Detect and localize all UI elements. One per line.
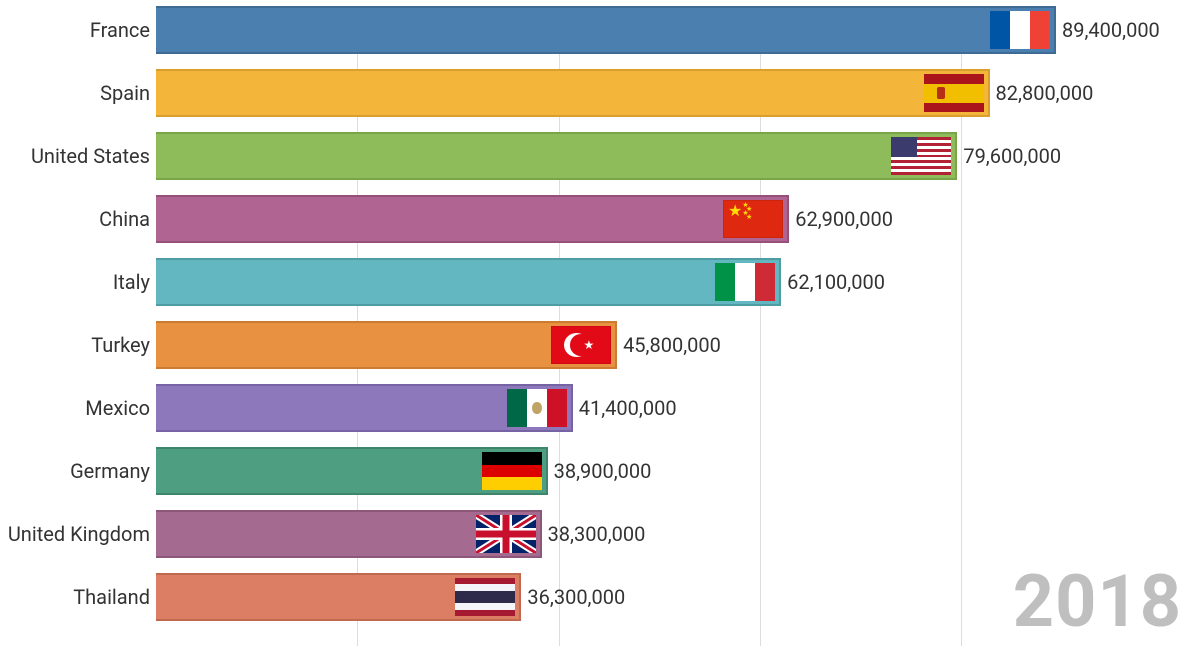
- bar-row: France 89,400,000: [0, 6, 1200, 54]
- spain-flag-icon: [924, 74, 984, 112]
- turkey-flag-icon: ★: [551, 326, 611, 364]
- country-label: China: [0, 207, 150, 231]
- bar-row: Mexico 41,400,000: [0, 384, 1200, 432]
- bar: ★★★★★: [156, 195, 789, 243]
- value-label: 38,300,000: [548, 522, 646, 546]
- bar-row: United States 79,600,000: [0, 132, 1200, 180]
- china-flag-icon: ★★★★★: [723, 200, 783, 238]
- bar: [156, 447, 548, 495]
- country-label: United Kingdom: [0, 522, 150, 546]
- country-label: Spain: [0, 81, 150, 105]
- country-label: France: [0, 18, 150, 42]
- value-label: 62,100,000: [787, 270, 885, 294]
- bar: [156, 384, 573, 432]
- country-label: Turkey: [0, 333, 150, 357]
- country-label: Germany: [0, 459, 150, 483]
- bar: [156, 510, 542, 558]
- bar-row: China ★★★★★ 62,900,000: [0, 195, 1200, 243]
- thailand-flag-icon: [455, 578, 515, 616]
- bar-row: Germany 38,900,000: [0, 447, 1200, 495]
- bar: [156, 573, 521, 621]
- value-label: 89,400,000: [1062, 18, 1160, 42]
- value-label: 62,900,000: [795, 207, 893, 231]
- mexico-flag-icon: [507, 389, 567, 427]
- bar: [156, 6, 1056, 54]
- value-label: 41,400,000: [579, 396, 677, 420]
- bar: [156, 258, 781, 306]
- italy-flag-icon: [715, 263, 775, 301]
- bar: ★: [156, 321, 617, 369]
- value-label: 82,800,000: [996, 81, 1094, 105]
- usa-flag-icon: [891, 137, 951, 175]
- bar-row: Spain 82,800,000: [0, 69, 1200, 117]
- country-label: Italy: [0, 270, 150, 294]
- france-flag-icon: [990, 11, 1050, 49]
- value-label: 36,300,000: [527, 585, 625, 609]
- bar-row: United Kingdom 38,300,000: [0, 510, 1200, 558]
- bar: [156, 69, 990, 117]
- value-label: 79,600,000: [963, 144, 1061, 168]
- bar-row: Italy 62,100,000: [0, 258, 1200, 306]
- value-label: 45,800,000: [623, 333, 721, 357]
- country-label: Mexico: [0, 396, 150, 420]
- year-label: 2018: [1013, 559, 1182, 644]
- bar-row: Turkey ★ 45,800,000: [0, 321, 1200, 369]
- bar-chart: France 89,400,000 Spain 82,800,000 United St…: [0, 6, 1200, 646]
- value-label: 38,900,000: [554, 459, 652, 483]
- country-label: United States: [0, 144, 150, 168]
- uk-flag-icon: [476, 515, 536, 553]
- country-label: Thailand: [0, 585, 150, 609]
- bar: [156, 132, 957, 180]
- germany-flag-icon: [482, 452, 542, 490]
